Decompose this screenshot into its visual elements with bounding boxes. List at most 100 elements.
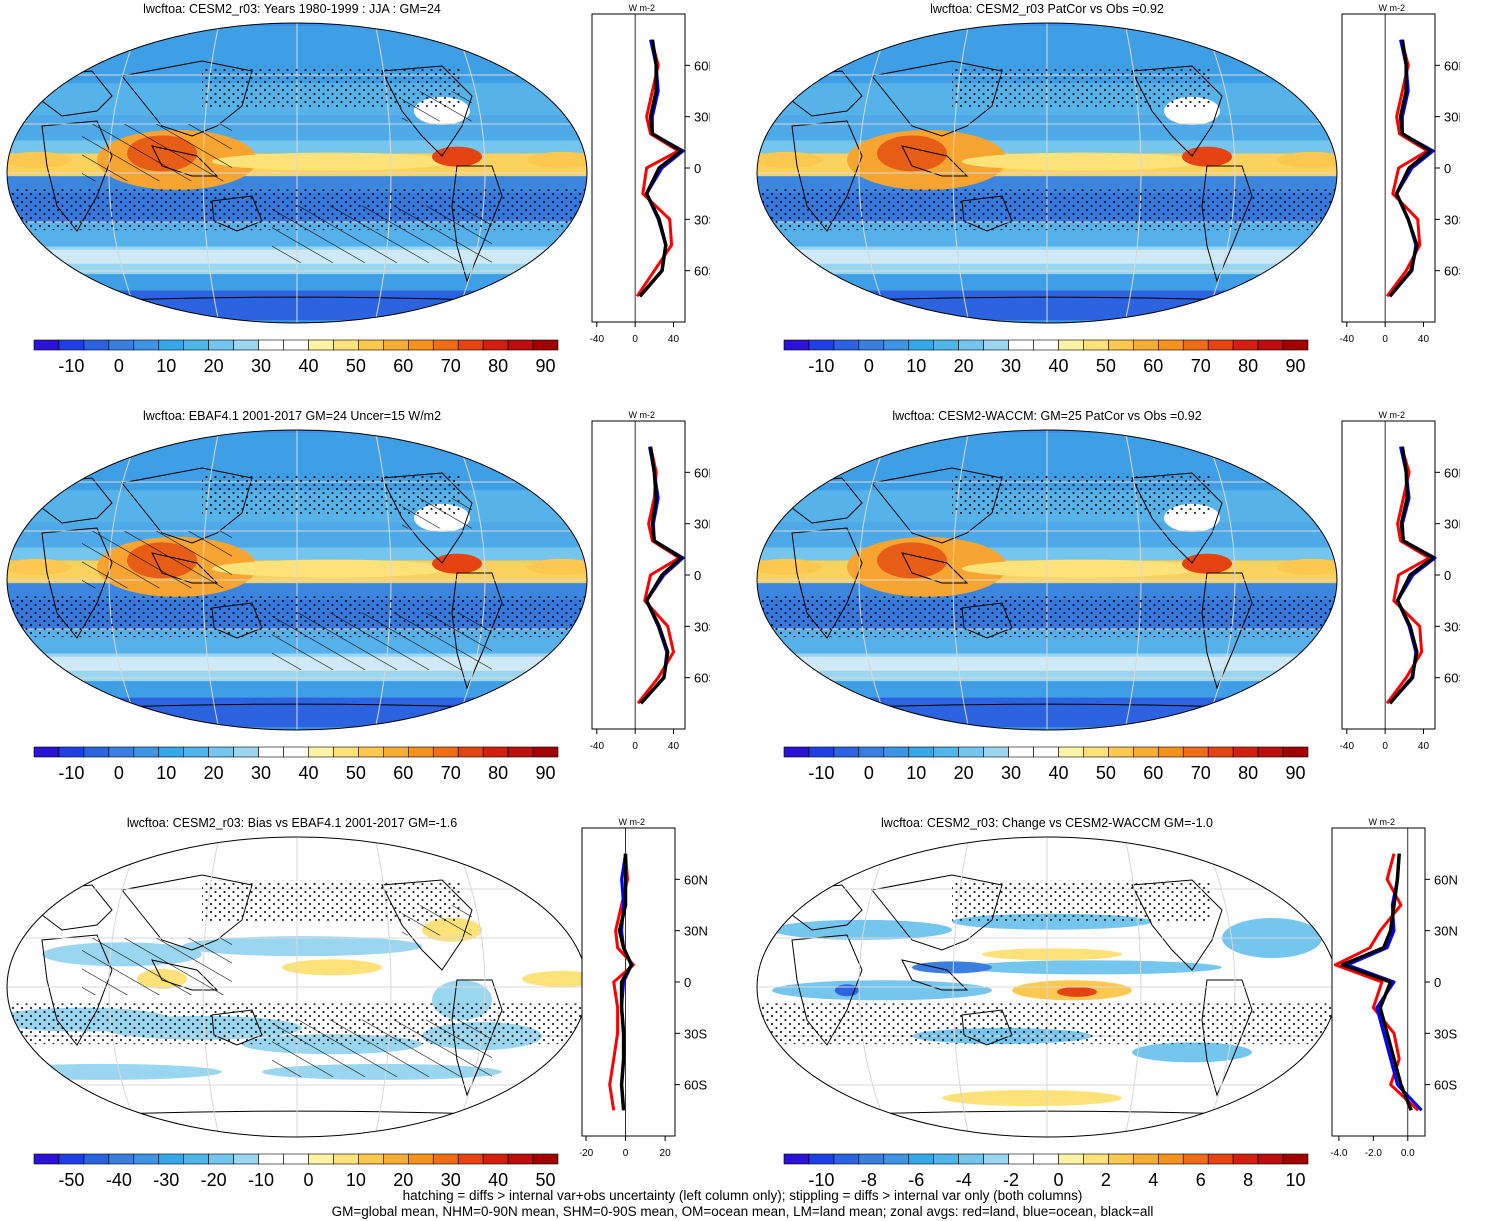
colorbar-box bbox=[808, 1153, 835, 1165]
all-zonal-line bbox=[617, 853, 634, 1111]
continent-outline bbox=[901, 959, 969, 991]
continent-outline bbox=[871, 60, 1003, 137]
colorbar-box bbox=[858, 339, 885, 351]
lat-label: 30N bbox=[694, 517, 710, 532]
zonal-mean-plot: 60N 30N 0 30S 60S W m-2 -4.0 -2.0 0.0 bbox=[1330, 817, 1458, 1159]
colorbar-label: 70 bbox=[1191, 763, 1211, 783]
colorbar-label: 60 bbox=[393, 356, 413, 376]
colorbar-label: -2 bbox=[1003, 1170, 1019, 1190]
colorbar: -50 -40 -30 -20 -10 0 10 20 30 40 50 bbox=[33, 1153, 559, 1190]
x-tick-label: 0 bbox=[623, 1148, 629, 1159]
lat-label: 60S bbox=[684, 1078, 707, 1093]
lat-label: 60N bbox=[694, 465, 710, 480]
colorbar-label: 80 bbox=[1238, 763, 1258, 783]
colorbar-box bbox=[333, 1153, 359, 1165]
all-zonal-line bbox=[639, 446, 683, 705]
colorbar-box bbox=[33, 339, 60, 351]
stippling-overlay bbox=[757, 596, 1337, 638]
colorbar-box bbox=[283, 746, 309, 758]
colorbar-box bbox=[783, 746, 810, 758]
itcz-band bbox=[962, 152, 1202, 171]
colorbar-label: 20 bbox=[204, 356, 224, 376]
units-label: W m-2 bbox=[619, 817, 646, 827]
land-zonal-line bbox=[1333, 853, 1420, 1112]
colorbar-box bbox=[1157, 746, 1184, 758]
colorbar-box bbox=[1207, 339, 1234, 351]
colorbar-box bbox=[308, 746, 334, 758]
colorbar-box bbox=[233, 746, 259, 758]
colorbar-label: 50 bbox=[346, 763, 366, 783]
colorbar-box bbox=[1157, 1153, 1184, 1165]
colorbar-box bbox=[1058, 746, 1084, 758]
colorbar-label: 8 bbox=[1243, 1170, 1253, 1190]
central-america-region bbox=[1182, 146, 1232, 167]
colorbar: -10 0 10 20 30 40 50 60 70 80 90 bbox=[783, 339, 1309, 376]
colorbar-label: 0 bbox=[114, 763, 124, 783]
x-tick-label: -40 bbox=[590, 741, 604, 752]
colorbar-box bbox=[358, 746, 384, 758]
colorbar-box bbox=[407, 339, 434, 351]
colorbar-box bbox=[507, 1153, 534, 1165]
colorbar-box bbox=[507, 746, 534, 758]
lat-label: 0 bbox=[1444, 161, 1451, 176]
colorbar-box bbox=[1083, 746, 1109, 758]
colorbar-box bbox=[432, 339, 459, 351]
colorbar-box bbox=[358, 1153, 384, 1165]
colorbar-label: 20 bbox=[393, 1170, 413, 1190]
lat-label: 0 bbox=[684, 975, 691, 990]
colorbar-box bbox=[1058, 1153, 1084, 1165]
colorbar-label: 10 bbox=[346, 1170, 366, 1190]
colorbar-box bbox=[958, 1153, 984, 1165]
x-tick-label: 0.0 bbox=[1401, 1148, 1415, 1159]
colorbar-label: 80 bbox=[1238, 356, 1258, 376]
map-field bbox=[7, 837, 587, 1137]
stippling-overlay bbox=[952, 473, 1212, 514]
colorbar-label: 50 bbox=[536, 1170, 556, 1190]
zonal-mean-plot: 60N 30N 0 30S 60S W m-2 -20 0 20 bbox=[580, 817, 708, 1159]
units-label: W m-2 bbox=[1379, 410, 1406, 420]
meridian-line bbox=[374, 23, 392, 323]
lat-label: 30S bbox=[684, 1026, 707, 1041]
panel-title: lwcftoa: CESM2-WACCM: GM=25 PatCor vs Ob… bbox=[892, 409, 1202, 423]
colorbar-label: 0 bbox=[114, 356, 124, 376]
colorbar-box bbox=[1033, 1153, 1059, 1165]
map-field bbox=[7, 430, 587, 730]
lat-label: 60N bbox=[694, 58, 710, 73]
colorbar-box bbox=[883, 1153, 910, 1165]
lat-label: 30S bbox=[1444, 619, 1460, 634]
all-zonal-line bbox=[1388, 39, 1432, 298]
colorbar-label: -10 bbox=[808, 1170, 834, 1190]
world-map bbox=[756, 429, 1338, 731]
colorbar-box bbox=[1232, 746, 1259, 758]
colorbar-box bbox=[33, 1153, 60, 1165]
colorbar-box bbox=[1207, 746, 1234, 758]
units-label: W m-2 bbox=[1379, 3, 1406, 13]
colorbar-box bbox=[83, 1153, 110, 1165]
stippling-overlay bbox=[757, 1003, 1337, 1045]
colorbar-box bbox=[407, 746, 434, 758]
map-border bbox=[6, 429, 588, 731]
colorbar-box bbox=[83, 339, 110, 351]
change-negative-region bbox=[772, 980, 992, 1001]
footer-line-1: hatching = diffs > internal var+obs unce… bbox=[402, 1188, 1083, 1203]
colorbar-box bbox=[482, 1153, 509, 1165]
meridian-line bbox=[858, 837, 892, 1137]
africa-itcz bbox=[7, 151, 72, 168]
itcz-band bbox=[212, 559, 452, 578]
colorbar-box bbox=[883, 746, 910, 758]
stippling-overlay bbox=[952, 880, 1212, 921]
x-tick-label: 0 bbox=[1382, 334, 1388, 345]
colorbar-label: 40 bbox=[488, 1170, 508, 1190]
panel-title: lwcftoa: CESM2_r03: Years 1980-1999 : JJ… bbox=[143, 2, 441, 16]
colorbar-box bbox=[1083, 1153, 1109, 1165]
colorbar-label: -10 bbox=[808, 356, 834, 376]
africa-itcz-east bbox=[527, 151, 587, 168]
hatching-overlay bbox=[272, 612, 492, 670]
colorbar-label: -4 bbox=[956, 1170, 972, 1190]
colorbar-label: 70 bbox=[441, 763, 461, 783]
colorbar-box bbox=[1108, 339, 1134, 351]
footer-caption: hatching = diffs > internal var+obs unce… bbox=[0, 1188, 1485, 1220]
colorbar-box bbox=[507, 339, 534, 351]
colorbar-box bbox=[1282, 1153, 1309, 1165]
change-negative-region bbox=[1132, 1042, 1252, 1063]
